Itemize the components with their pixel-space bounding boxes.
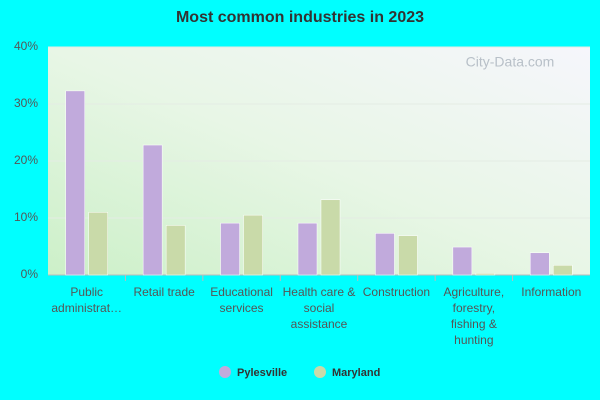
y-tick-label: 30%	[14, 96, 38, 110]
watermark: City-Data.com	[466, 54, 555, 70]
x-tick-label: Agriculture, forestry, fishing & hunting	[443, 285, 505, 347]
legend-label: Maryland	[332, 367, 380, 379]
x-tick-label: Educational services	[210, 285, 273, 315]
y-tick-label: 0%	[21, 267, 39, 281]
y-tick-label: 10%	[14, 210, 38, 224]
bar	[320, 199, 341, 276]
x-tick-label: Public administrat…	[51, 285, 123, 315]
y-tick-label: 20%	[14, 153, 38, 167]
bar	[398, 235, 418, 276]
bar	[475, 273, 496, 276]
bar	[220, 222, 240, 276]
x-tick-label: Health care & social assistance	[282, 285, 356, 331]
x-tick-label: Information	[521, 285, 582, 299]
legend-swatch	[219, 366, 231, 378]
bar	[243, 214, 263, 276]
legend-swatch	[314, 366, 326, 378]
y-tick-label: 40%	[14, 39, 38, 53]
bar	[165, 225, 186, 276]
x-tick-label: Retail trade	[133, 285, 195, 299]
bar	[530, 252, 550, 276]
bar	[452, 246, 473, 276]
bar	[88, 212, 108, 276]
x-tick-label: Construction	[362, 285, 431, 299]
bar	[65, 90, 85, 276]
bar	[142, 144, 163, 276]
legend-label: Pylesville	[237, 367, 287, 379]
bar	[297, 222, 318, 276]
chart-title: Most common industries in 2023	[176, 9, 424, 26]
bar	[375, 233, 395, 276]
bar	[553, 265, 573, 276]
